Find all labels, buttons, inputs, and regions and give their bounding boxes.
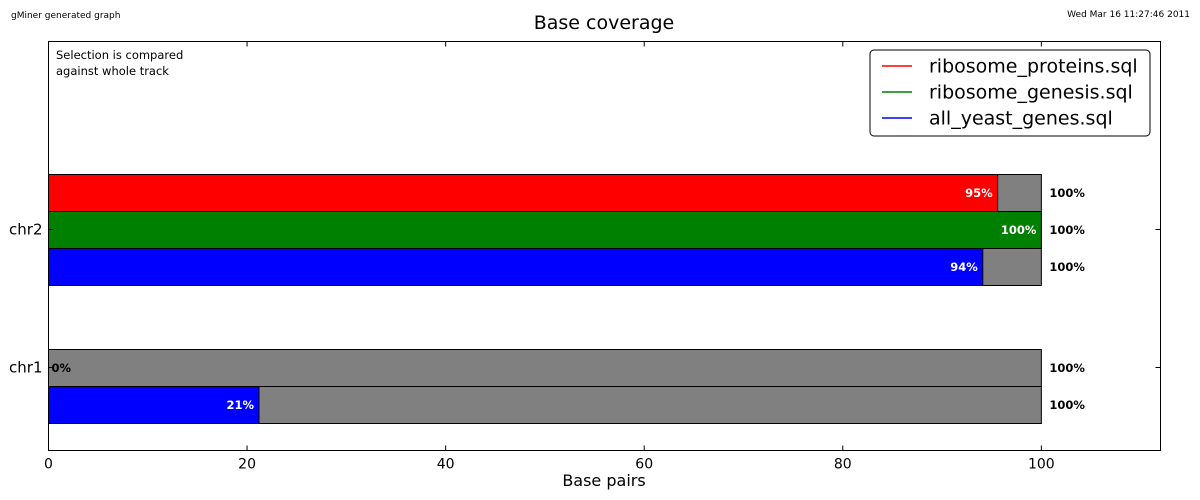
- x-tick-label: 80: [834, 457, 852, 473]
- legend-label: ribosome_genesis.sql: [929, 82, 1133, 104]
- y-axis: chr2 chr1: [9, 221, 1161, 377]
- legend-box: [869, 49, 1151, 137]
- timestamp-label: Wed Mar 16 11:27:46 2011: [1067, 10, 1190, 20]
- chart-title: Base coverage: [534, 12, 675, 34]
- total-percent-label: 100%: [1049, 260, 1085, 274]
- x-tick-label: 100: [1028, 457, 1055, 473]
- plot-area: 95% 100% 100% 100% 94% 100% 0% 100% 21% 100%: [48, 174, 1085, 424]
- total-percent-label: 100%: [1049, 398, 1085, 412]
- legend: ribosome_proteins.sql ribosome_genesis.sq…: [869, 49, 1151, 137]
- coverage-bar: [48, 211, 1042, 249]
- coverage-percent-label: 100%: [1001, 223, 1037, 237]
- x-tick-label: 40: [437, 457, 455, 473]
- x-tick-label: 0: [44, 457, 53, 473]
- selection-note-line2: against whole track: [56, 64, 169, 78]
- x-tick-label: 60: [635, 457, 653, 473]
- coverage-bar: [48, 174, 999, 212]
- y-category-label: chr2: [9, 221, 42, 239]
- x-axis: 0 20 40 60 80 100: [44, 41, 1055, 473]
- total-percent-label: 100%: [1049, 223, 1085, 237]
- coverage-percent-label: 95%: [965, 186, 993, 200]
- track-bar: [48, 349, 1042, 387]
- y-category-label: chr1: [9, 359, 42, 377]
- total-percent-label: 100%: [1049, 186, 1085, 200]
- legend-label: ribosome_proteins.sql: [929, 56, 1138, 78]
- coverage-bar: [48, 248, 984, 286]
- generator-label: gMiner generated graph: [11, 11, 120, 21]
- selection-note-line1: Selection is compared: [56, 48, 183, 62]
- total-percent-label: 100%: [1049, 361, 1085, 375]
- plot-frame: [48, 41, 1161, 451]
- legend-label: all_yeast_genes.sql: [929, 108, 1113, 130]
- coverage-percent-label: 0%: [52, 361, 72, 375]
- coverage-percent-label: 21%: [226, 398, 254, 412]
- x-axis-label: Base pairs: [562, 471, 645, 490]
- coverage-percent-label: 94%: [950, 260, 978, 274]
- coverage-bar: [48, 386, 260, 424]
- x-tick-label: 20: [238, 457, 256, 473]
